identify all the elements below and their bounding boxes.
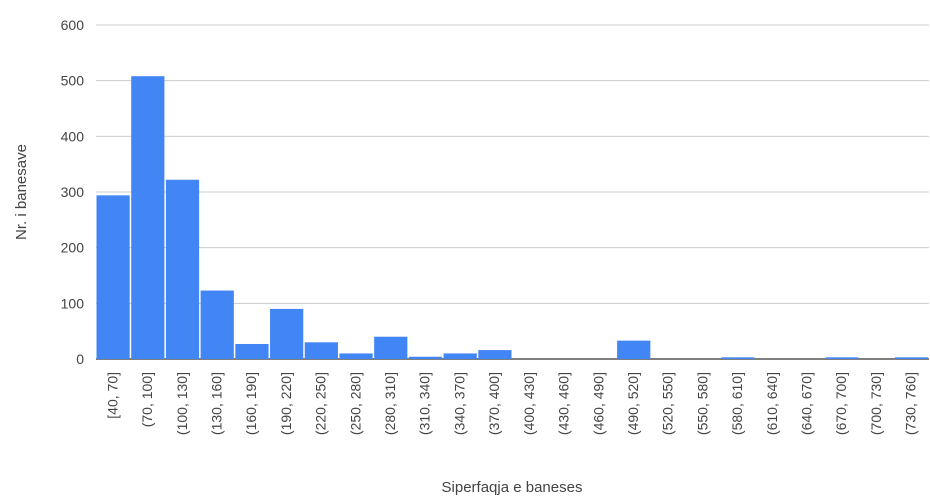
grid-lines [96, 24, 929, 360]
x-axis-title: Siperfaqja e baneses [442, 479, 583, 496]
bar[interactable] [270, 308, 304, 359]
x-tick-label: (670, 700] [833, 372, 849, 435]
x-tick-label: (280, 310] [382, 372, 398, 435]
x-tick-label: (460, 490] [590, 372, 606, 435]
x-tick-label: (340, 370] [451, 372, 467, 435]
bar[interactable] [374, 336, 408, 359]
x-tick-label: (520, 550] [660, 372, 676, 435]
x-tick-label: (370, 400] [486, 372, 502, 435]
x-tick-label: [40, 70] [104, 372, 120, 419]
x-tick-label: (700, 730] [868, 372, 884, 435]
x-tick-label: (100, 130] [174, 372, 190, 435]
y-axis-title: Nr. i banesave [13, 144, 30, 240]
y-tick-label: 200 [61, 240, 85, 256]
bar[interactable] [96, 195, 130, 359]
y-tick-label: 0 [76, 351, 84, 367]
x-tick-label: (730, 760] [903, 372, 919, 435]
x-tick-labels: [40, 70] (70, 100] (100, 130] (130, 160] (16… [104, 372, 918, 435]
bar[interactable] [478, 350, 512, 359]
x-tick-label: (640, 670] [799, 372, 815, 435]
y-tick-label: 500 [61, 73, 85, 89]
x-tick-label: (130, 160] [208, 372, 224, 435]
bar[interactable] [165, 179, 200, 359]
y-tick-label: 400 [61, 128, 85, 144]
bar[interactable] [408, 356, 443, 359]
bar[interactable] [617, 340, 651, 359]
bars [96, 76, 928, 360]
bar[interactable] [200, 290, 234, 359]
bar[interactable] [443, 353, 477, 359]
x-tick-label: (70, 100] [139, 372, 155, 427]
x-tick-label: (550, 580] [694, 372, 710, 435]
bar[interactable] [825, 357, 859, 359]
x-tick-label: (250, 280] [347, 372, 363, 435]
bar[interactable] [894, 357, 928, 359]
y-tick-labels: 0 100 200 300 400 500 600 [61, 17, 85, 367]
x-tick-label: (490, 520] [625, 372, 641, 435]
x-tick-label: (160, 190] [243, 372, 259, 435]
x-tick-label: (310, 340] [417, 372, 433, 435]
y-tick-label: 600 [61, 17, 85, 33]
bar[interactable] [339, 353, 373, 359]
x-tick-label: (610, 640] [764, 372, 780, 435]
x-tick-label: (430, 460] [556, 372, 572, 435]
x-tick-label: (400, 430] [521, 372, 537, 435]
bar[interactable] [131, 76, 165, 360]
bar[interactable] [304, 342, 338, 359]
x-tick-label: (190, 220] [278, 372, 294, 435]
y-tick-label: 300 [61, 184, 85, 200]
y-tick-label: 100 [61, 295, 85, 311]
x-tick-label: (580, 610] [729, 372, 745, 435]
bar[interactable] [235, 343, 269, 359]
x-tick-label: (220, 250] [313, 372, 329, 435]
bar[interactable] [721, 357, 755, 359]
